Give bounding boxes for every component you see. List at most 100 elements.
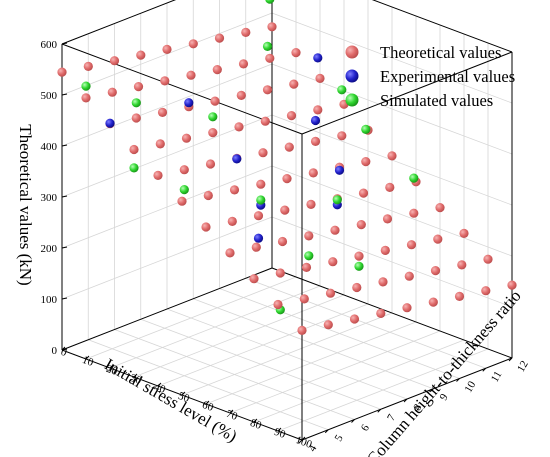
y-tick bbox=[351, 419, 355, 423]
grid-line bbox=[193, 298, 434, 390]
data-point-theoretical-values bbox=[188, 39, 198, 49]
y-tick-label: 8 bbox=[411, 402, 424, 413]
data-point-theoretical-values bbox=[299, 294, 309, 304]
x-axis-label: Initial stress level (%) bbox=[101, 355, 240, 446]
data-point-experimental-values bbox=[184, 98, 194, 108]
y-tick bbox=[456, 378, 460, 382]
data-point-experimental-values bbox=[334, 165, 345, 175]
data-point-simulated-values bbox=[354, 261, 364, 271]
x-tick bbox=[181, 391, 186, 396]
grid-line bbox=[245, 277, 486, 369]
data-point-theoretical-values bbox=[284, 142, 294, 152]
data-point-theoretical-values bbox=[289, 79, 299, 89]
legend-label: Experimental values bbox=[380, 67, 515, 86]
z-tick bbox=[61, 195, 68, 198]
data-point-theoretical-values bbox=[129, 144, 139, 155]
data-point-theoretical-values bbox=[249, 274, 259, 284]
data-point-theoretical-values bbox=[306, 199, 316, 209]
grid-line bbox=[61, 165, 273, 249]
data-point-theoretical-values bbox=[81, 93, 91, 103]
x-tick bbox=[61, 346, 66, 351]
data-point-theoretical-values bbox=[277, 236, 288, 247]
data-point-simulated-values bbox=[129, 163, 139, 173]
y-tick bbox=[324, 429, 329, 434]
data-points bbox=[57, 0, 517, 335]
x-tick-label: 50 bbox=[177, 390, 192, 405]
legend-label: Simulated values bbox=[380, 91, 493, 110]
data-point-theoretical-values bbox=[265, 53, 275, 63]
y-tick-label: 11 bbox=[489, 369, 505, 384]
data-point-theoretical-values bbox=[205, 159, 216, 169]
data-point-theoretical-values bbox=[186, 70, 196, 80]
legend-marker bbox=[345, 93, 359, 107]
data-point-theoretical-values bbox=[301, 262, 312, 272]
data-point-theoretical-values bbox=[153, 170, 163, 180]
y-tick bbox=[429, 388, 434, 393]
data-point-theoretical-values bbox=[201, 222, 211, 232]
z-tick-label: 100 bbox=[41, 294, 58, 306]
data-point-theoretical-values bbox=[325, 288, 336, 298]
legend-item: Theoretical values bbox=[345, 43, 501, 62]
grid-line bbox=[61, 216, 273, 300]
data-point-theoretical-values bbox=[179, 165, 189, 175]
data-point-simulated-values bbox=[265, 0, 275, 4]
data-point-theoretical-values bbox=[236, 90, 246, 100]
data-point-theoretical-values bbox=[428, 297, 438, 307]
legend-label: Theoretical values bbox=[380, 43, 501, 62]
grid-line bbox=[61, 63, 273, 147]
z-tick-label: 0 bbox=[52, 345, 58, 357]
legend-marker bbox=[345, 69, 359, 83]
data-point-theoretical-values bbox=[330, 225, 340, 235]
grid-line bbox=[219, 288, 460, 379]
axes bbox=[61, 0, 513, 444]
data-point-theoretical-values bbox=[238, 59, 249, 69]
grid-line bbox=[271, 165, 513, 257]
data-point-simulated-values bbox=[256, 195, 266, 205]
data-point-theoretical-values bbox=[275, 268, 285, 278]
data-point-theoretical-values bbox=[308, 168, 318, 178]
y-tick-label: 9 bbox=[438, 391, 451, 402]
data-point-theoretical-values bbox=[404, 271, 414, 281]
data-point-theoretical-values bbox=[313, 105, 323, 115]
data-point-theoretical-values bbox=[203, 190, 213, 201]
legend: Theoretical values Experimental values Sim… bbox=[345, 43, 515, 110]
x-tick-label: 20 bbox=[105, 363, 120, 378]
data-point-simulated-values bbox=[337, 85, 347, 95]
data-point-theoretical-values bbox=[323, 320, 333, 330]
data-point-theoretical-values bbox=[214, 33, 225, 43]
data-point-simulated-values bbox=[361, 124, 371, 134]
z-tick-label: 400 bbox=[41, 141, 58, 153]
data-point-theoretical-values bbox=[481, 286, 491, 296]
axis-edge bbox=[61, 267, 273, 351]
x-tick bbox=[253, 418, 258, 423]
data-point-simulated-values bbox=[208, 112, 218, 122]
data-point-theoretical-values bbox=[304, 231, 314, 241]
data-point-theoretical-values bbox=[210, 96, 220, 106]
data-point-experimental-values bbox=[310, 115, 321, 126]
y-tick bbox=[482, 367, 487, 372]
data-point-simulated-values bbox=[304, 251, 314, 261]
y-tick bbox=[298, 439, 303, 444]
data-point-theoretical-values bbox=[155, 139, 165, 149]
data-point-theoretical-values bbox=[382, 214, 393, 224]
grid-line bbox=[271, 12, 513, 104]
data-point-simulated-values bbox=[262, 41, 273, 52]
axis-edge bbox=[271, 267, 513, 359]
data-point-simulated-values bbox=[409, 173, 419, 183]
x-tick-label: 30 bbox=[129, 372, 144, 387]
data-point-theoretical-values bbox=[454, 291, 465, 301]
grid-line bbox=[166, 308, 408, 400]
data-point-theoretical-values bbox=[109, 56, 120, 66]
y-tick-label: 7 bbox=[385, 412, 398, 423]
z-tick-label: 300 bbox=[41, 192, 58, 204]
data-point-theoretical-values bbox=[380, 245, 390, 255]
data-point-theoretical-values bbox=[260, 116, 270, 126]
data-point-theoretical-values bbox=[457, 260, 467, 270]
data-point-theoretical-values bbox=[409, 208, 419, 218]
data-point-theoretical-values bbox=[406, 240, 417, 250]
data-point-theoretical-values bbox=[208, 128, 218, 138]
data-point-theoretical-values bbox=[459, 228, 469, 238]
z-tick-label: 600 bbox=[41, 39, 58, 51]
axis-labels: Theoretical values (kN) Initial stress l… bbox=[16, 124, 525, 457]
